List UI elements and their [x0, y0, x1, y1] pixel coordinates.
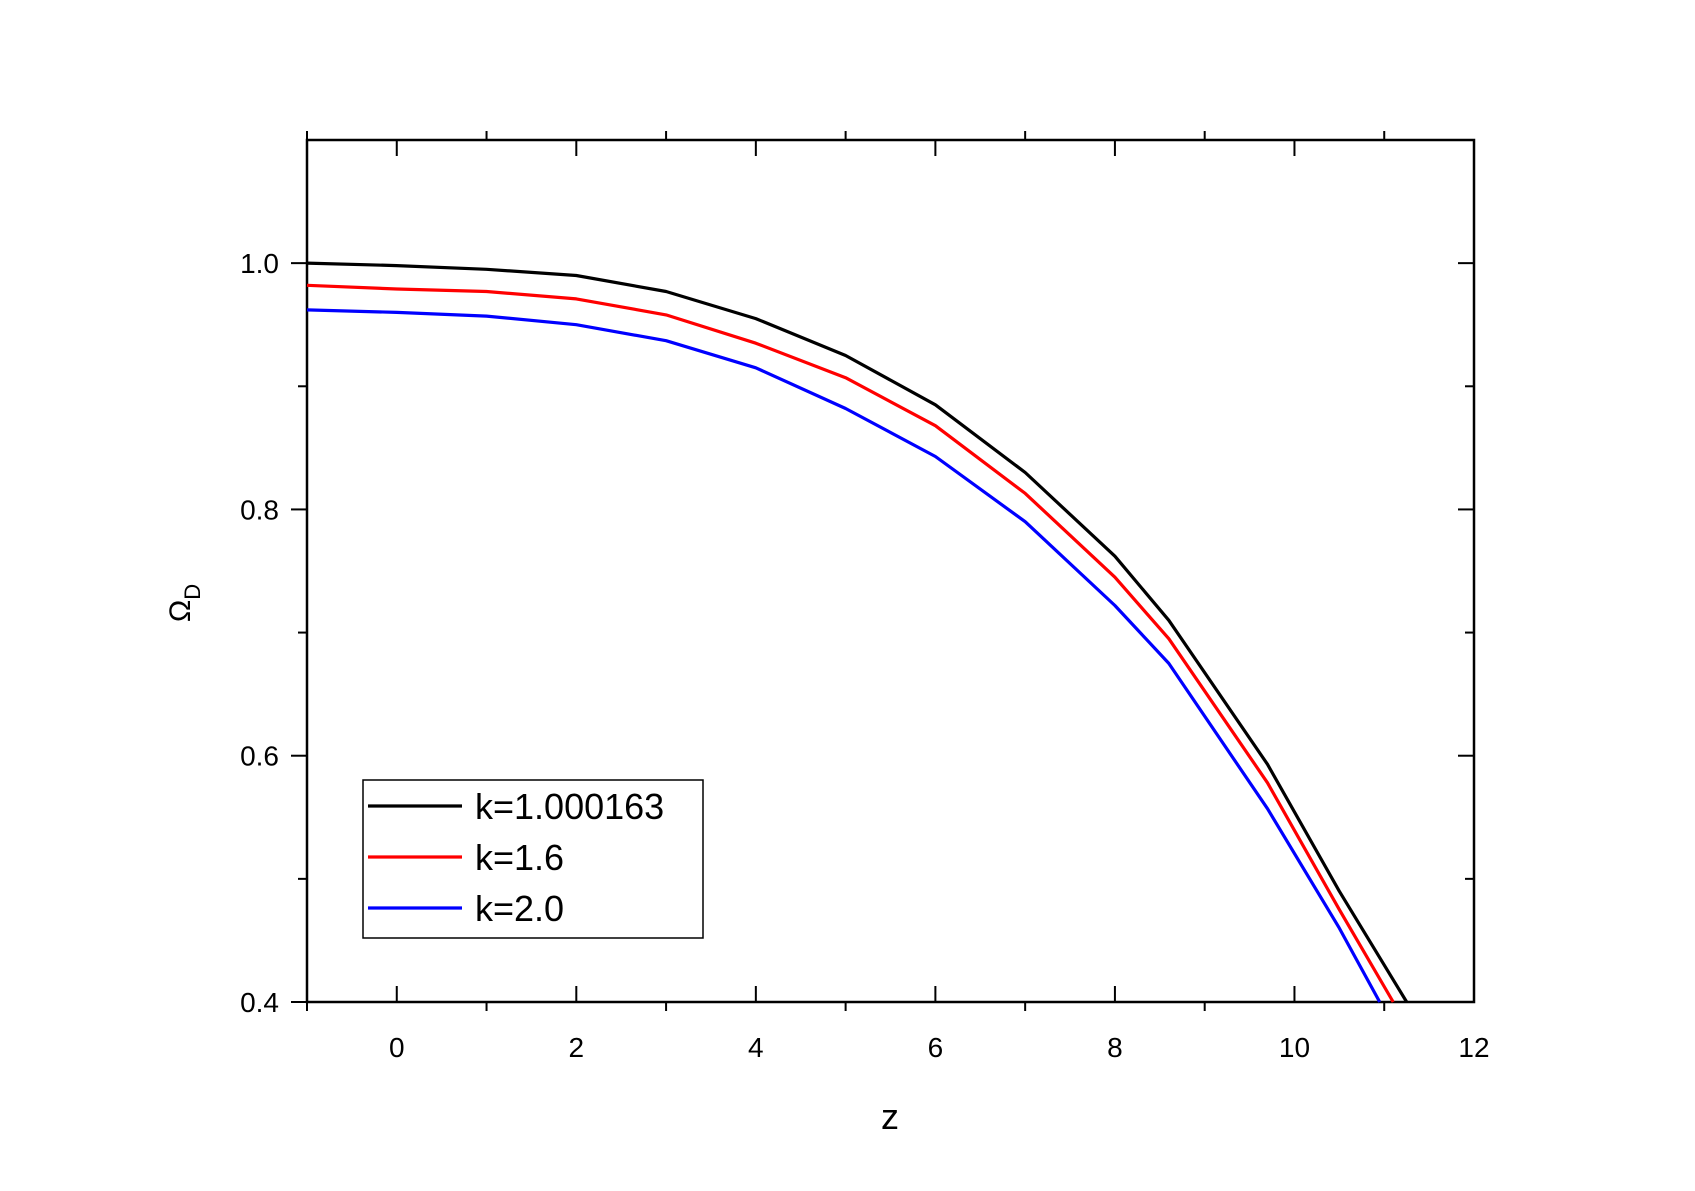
series-line-0: [306, 261, 1409, 1003]
x-tick-label: 8: [1107, 1032, 1123, 1063]
legend-label-0: k=1.000163: [475, 786, 664, 827]
y-axis-title: ΩD: [164, 584, 205, 622]
y-tick-label: 0.8: [240, 494, 279, 525]
legend: k=1.000163 k=1.6 k=2.0: [362, 779, 704, 939]
y-axis-title-subscript: D: [180, 584, 205, 600]
y-tick-label: 0.4: [240, 987, 279, 1018]
x-axis-title: z: [881, 1096, 899, 1137]
legend-label-2: k=2.0: [475, 888, 564, 929]
y-tick-label: 0.6: [240, 741, 279, 772]
y-axis-title-main: Ω: [164, 600, 197, 622]
series-line-1: [306, 283, 1395, 1003]
y-tick-label: 1.0: [240, 248, 279, 279]
x-tick-label: 4: [748, 1032, 764, 1063]
x-tick-label: 10: [1279, 1032, 1310, 1063]
legend-label-1: k=1.6: [475, 837, 564, 878]
x-tick-label: 12: [1458, 1032, 1489, 1063]
plot-lines: [306, 261, 1409, 1003]
x-tick-label: 0: [389, 1032, 405, 1063]
series-line-2: [306, 308, 1382, 1003]
tick-labels: 0 2 4 6 8 10 12 0.4 0.6 0.8 1.0: [240, 248, 1490, 1063]
x-tick-label: 2: [569, 1032, 585, 1063]
plot-frame: [305, 138, 1476, 1004]
x-tick-label: 6: [928, 1032, 944, 1063]
ticks: [291, 131, 1475, 1011]
